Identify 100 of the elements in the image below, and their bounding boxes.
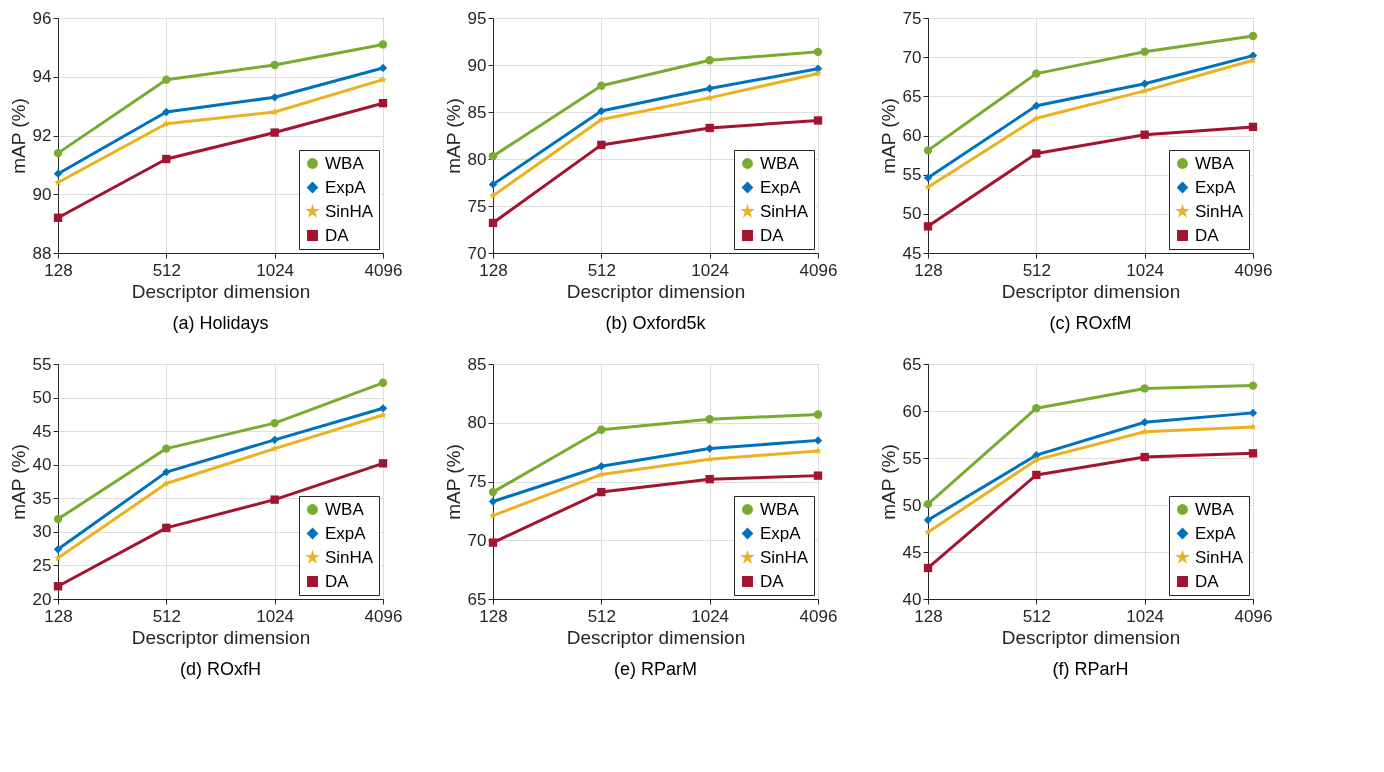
- x-tick-label: 128: [44, 260, 73, 280]
- x-axis-title: Descriptor dimension: [131, 626, 311, 648]
- x-tick-label: 128: [479, 606, 508, 626]
- x-tick-label: 512: [152, 260, 182, 280]
- x-tick-label: 512: [1022, 606, 1052, 626]
- y-tick-label: 30: [32, 522, 52, 542]
- x-tick-label: 512: [152, 606, 182, 626]
- x-tick-label: 4096: [364, 260, 403, 280]
- x-tick-label: 128: [479, 260, 508, 280]
- x-tick-label: 128: [44, 606, 73, 626]
- x-tick-label: 1024: [691, 606, 730, 626]
- y-tick-label: 25: [32, 555, 52, 575]
- y-tick-label: 50: [902, 495, 922, 515]
- y-tick-label: 70: [902, 47, 922, 67]
- y-axis-title: mAP (%): [442, 444, 464, 520]
- x-tick-label: 128: [914, 260, 943, 280]
- x-axis-title: Descriptor dimension: [131, 280, 311, 302]
- y-tick-label: 45: [902, 542, 922, 562]
- y-tick-label: 50: [32, 388, 52, 408]
- x-axis-title: Descriptor dimension: [1001, 280, 1181, 302]
- y-tick-label: 20: [32, 589, 52, 609]
- legend-label: DA: [1195, 225, 1220, 245]
- y-tick-label: 92: [32, 126, 52, 145]
- y-tick-label: 85: [467, 102, 487, 122]
- x-axis-title: Descriptor dimension: [1001, 626, 1181, 648]
- y-tick-label: 80: [467, 149, 487, 169]
- legend-label: ExpA: [325, 177, 367, 197]
- y-axis-title: mAP (%): [7, 98, 29, 174]
- x-axis-title: Descriptor dimension: [566, 280, 746, 302]
- y-tick-label: 70: [467, 530, 487, 550]
- y-tick-label: 75: [902, 8, 922, 28]
- x-tick-label: 4096: [1234, 260, 1273, 280]
- y-tick-label: 90: [32, 184, 52, 204]
- legend-label: ExpA: [1195, 523, 1237, 543]
- legend-label: SinHA: [325, 201, 374, 221]
- y-tick-label: 65: [902, 86, 922, 106]
- y-tick-label: 40: [32, 455, 52, 475]
- y-axis-title: mAP (%): [877, 444, 899, 520]
- x-tick-label: 1024: [256, 606, 295, 626]
- y-tick-label: 50: [902, 204, 922, 224]
- y-tick-label: 90: [467, 55, 487, 75]
- y-tick-label: 35: [32, 488, 52, 508]
- x-tick-label: 4096: [799, 260, 838, 280]
- y-tick-label: 95: [467, 8, 487, 28]
- y-tick-label: 55: [902, 448, 922, 468]
- text: (c) ROxfM: [1049, 313, 1132, 333]
- legend-label: SinHA: [325, 547, 374, 567]
- legend-label: DA: [760, 571, 785, 591]
- legend-label: DA: [325, 571, 350, 591]
- legend-label: ExpA: [1195, 177, 1237, 197]
- legend-label: WBA: [1195, 153, 1235, 173]
- x-tick-label: 1024: [1126, 260, 1165, 280]
- legend-label: SinHA: [1195, 201, 1244, 221]
- y-tick-label: 70: [467, 243, 487, 263]
- x-axis-title: Descriptor dimension: [566, 626, 746, 648]
- y-tick-label: 40: [902, 589, 922, 609]
- y-tick-label: 75: [467, 472, 487, 491]
- y-tick-label: 45: [902, 243, 922, 263]
- x-tick-label: 512: [1022, 260, 1052, 280]
- x-tick-label: 128: [914, 606, 943, 626]
- x-tick-label: 512: [587, 260, 617, 280]
- legend-label: WBA: [1195, 499, 1235, 519]
- text: (b) Oxford5k: [605, 313, 707, 333]
- legend-label: SinHA: [760, 547, 809, 567]
- legend-label: DA: [760, 225, 785, 245]
- legend-label: WBA: [325, 153, 365, 173]
- y-axis-title: mAP (%): [7, 444, 29, 520]
- legend-label: SinHA: [760, 201, 809, 221]
- y-tick-label: 65: [467, 589, 487, 609]
- y-axis-title: mAP (%): [442, 98, 464, 174]
- legend-label: WBA: [760, 153, 800, 173]
- legend-label: WBA: [325, 499, 365, 519]
- legend-label: ExpA: [325, 523, 367, 543]
- y-tick-label: 60: [902, 401, 922, 421]
- text: (f) RParH: [1052, 659, 1129, 679]
- text: (e) RParM: [613, 659, 698, 679]
- legend-label: DA: [325, 225, 350, 245]
- y-tick-label: 55: [32, 354, 52, 374]
- x-tick-label: 4096: [364, 606, 403, 626]
- legend-label: ExpA: [760, 177, 802, 197]
- text: (d) ROxfH: [180, 659, 261, 679]
- x-tick-label: 512: [587, 606, 617, 626]
- y-axis-title: mAP (%): [877, 98, 899, 174]
- legend-label: WBA: [760, 499, 800, 519]
- y-tick-label: 45: [32, 421, 52, 441]
- y-tick-label: 96: [32, 8, 52, 28]
- x-tick-label: 1024: [256, 260, 295, 280]
- legend-label: ExpA: [760, 523, 802, 543]
- y-tick-label: 60: [902, 126, 922, 145]
- y-tick-label: 75: [467, 196, 487, 216]
- text: (a) Holidays: [172, 313, 269, 333]
- legend-label: DA: [1195, 571, 1220, 591]
- y-tick-label: 94: [32, 67, 52, 87]
- x-tick-label: 4096: [799, 606, 838, 626]
- y-tick-label: 85: [467, 354, 487, 374]
- y-tick-label: 55: [902, 165, 922, 185]
- y-tick-label: 88: [32, 243, 52, 263]
- y-tick-label: 80: [467, 413, 487, 433]
- x-tick-label: 1024: [691, 260, 730, 280]
- legend-label: SinHA: [1195, 547, 1244, 567]
